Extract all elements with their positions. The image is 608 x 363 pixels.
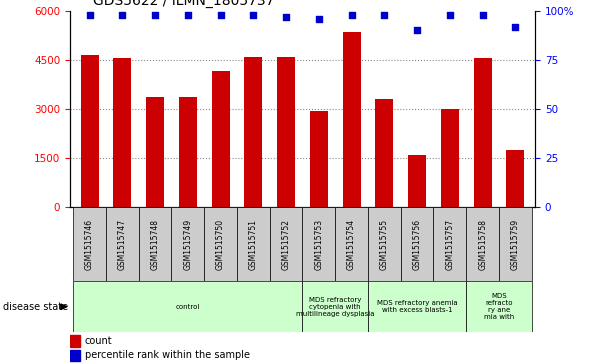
Text: GDS5622 / ILMN_1805737: GDS5622 / ILMN_1805737 xyxy=(93,0,275,8)
Text: control: control xyxy=(176,304,200,310)
Point xyxy=(282,14,291,20)
Bar xyxy=(375,99,393,207)
Text: MDS refractory anemia
with excess blasts-1: MDS refractory anemia with excess blasts… xyxy=(377,300,457,313)
Point xyxy=(249,12,258,18)
Bar xyxy=(73,281,302,332)
Text: GSM1515746: GSM1515746 xyxy=(85,219,94,270)
Point xyxy=(117,12,127,18)
Bar xyxy=(70,350,80,362)
Bar xyxy=(70,335,80,347)
Bar xyxy=(179,97,197,207)
Point xyxy=(314,16,323,22)
Bar xyxy=(270,207,303,281)
Text: GSM1515750: GSM1515750 xyxy=(216,219,225,270)
Bar xyxy=(277,57,295,207)
Bar xyxy=(204,207,237,281)
Bar xyxy=(368,207,401,281)
Text: GSM1515759: GSM1515759 xyxy=(511,219,520,270)
Bar xyxy=(401,207,434,281)
Bar xyxy=(506,150,524,207)
Point xyxy=(379,12,389,18)
Text: GSM1515755: GSM1515755 xyxy=(380,219,389,270)
Text: GSM1515748: GSM1515748 xyxy=(151,219,159,270)
Bar xyxy=(212,71,230,207)
Text: MDS refractory
cytopenia with
multilineage dysplasia: MDS refractory cytopenia with multilinea… xyxy=(296,297,375,317)
Bar xyxy=(474,58,492,207)
Bar xyxy=(146,97,164,207)
Bar xyxy=(499,207,532,281)
Bar xyxy=(466,281,532,332)
Point xyxy=(347,12,356,18)
Text: GSM1515754: GSM1515754 xyxy=(347,219,356,270)
Bar xyxy=(237,207,270,281)
Point xyxy=(445,12,455,18)
Bar xyxy=(434,207,466,281)
Bar xyxy=(244,57,263,207)
Point xyxy=(478,12,488,18)
Bar xyxy=(73,207,106,281)
Bar xyxy=(335,207,368,281)
Text: GSM1515758: GSM1515758 xyxy=(478,219,487,270)
Point xyxy=(85,12,94,18)
Bar xyxy=(368,281,466,332)
Text: GSM1515747: GSM1515747 xyxy=(118,219,127,270)
Text: GSM1515756: GSM1515756 xyxy=(413,219,421,270)
Text: GSM1515752: GSM1515752 xyxy=(282,219,291,270)
Bar xyxy=(171,207,204,281)
Bar xyxy=(139,207,171,281)
Text: GSM1515753: GSM1515753 xyxy=(314,219,323,270)
Bar xyxy=(302,281,368,332)
Point xyxy=(150,12,160,18)
Bar xyxy=(466,207,499,281)
Bar xyxy=(106,207,139,281)
Text: MDS
refracto
ry ane
mia with: MDS refracto ry ane mia with xyxy=(484,293,514,320)
Text: count: count xyxy=(85,336,112,346)
Point xyxy=(216,12,226,18)
Point xyxy=(511,24,520,29)
Text: percentile rank within the sample: percentile rank within the sample xyxy=(85,350,249,360)
Bar xyxy=(441,109,459,207)
Text: GSM1515749: GSM1515749 xyxy=(184,219,192,270)
Text: GSM1515757: GSM1515757 xyxy=(446,219,454,270)
Text: GSM1515751: GSM1515751 xyxy=(249,219,258,270)
Text: disease state: disease state xyxy=(3,302,68,312)
Bar xyxy=(113,58,131,207)
Bar xyxy=(408,155,426,207)
Bar xyxy=(342,32,361,207)
Bar xyxy=(302,207,335,281)
Bar xyxy=(81,55,98,207)
Point xyxy=(412,28,422,33)
Bar xyxy=(310,110,328,207)
Point xyxy=(183,12,193,18)
